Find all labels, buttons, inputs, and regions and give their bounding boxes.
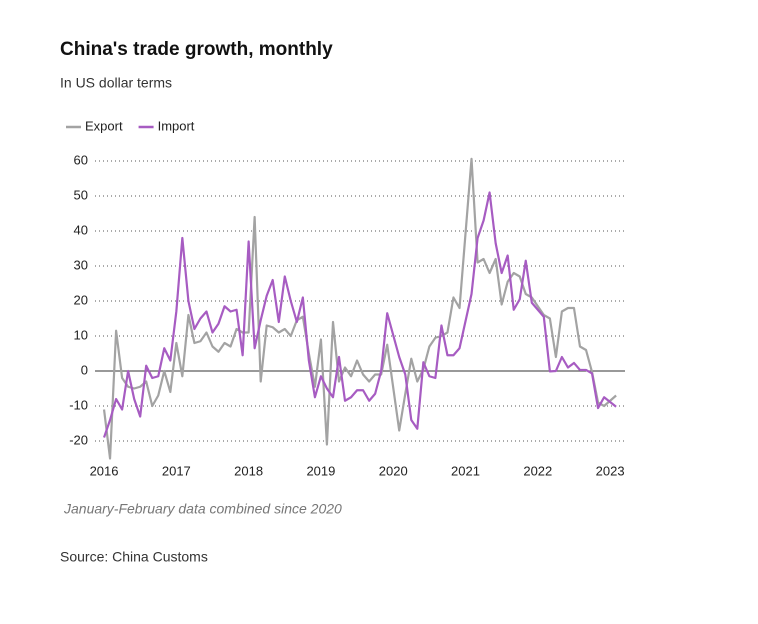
y-tick-label: 10 (74, 327, 88, 342)
series-line (102, 157, 617, 460)
legend-label: Import (158, 118, 195, 133)
legend-label: Export (85, 118, 123, 133)
chart-note: January-February data combined since 202… (63, 501, 342, 517)
y-tick-label: -20 (69, 432, 88, 447)
chart-title: China's trade growth, monthly (60, 39, 333, 60)
y-tick-label: 30 (74, 257, 88, 272)
x-tick-label: 2020 (379, 463, 408, 478)
y-tick-label: 40 (74, 222, 88, 237)
chart-source: Source: China Customs (60, 549, 208, 565)
x-tick-label: 2022 (523, 463, 552, 478)
x-tick-label: 2017 (162, 463, 191, 478)
x-tick-label: 2019 (306, 463, 335, 478)
series-line (102, 191, 617, 438)
y-tick-label: -10 (69, 397, 88, 412)
y-tick-label: 20 (74, 292, 88, 307)
x-tick-label: 2021 (451, 463, 480, 478)
x-tick-label: 2023 (596, 463, 625, 478)
x-tick-label: 2016 (90, 463, 119, 478)
y-tick-label: 60 (74, 152, 88, 167)
chart-subtitle: In US dollar terms (60, 75, 172, 91)
y-tick-label: 50 (74, 187, 88, 202)
y-tick-label: 0 (81, 362, 88, 377)
x-tick-label: 2018 (234, 463, 263, 478)
